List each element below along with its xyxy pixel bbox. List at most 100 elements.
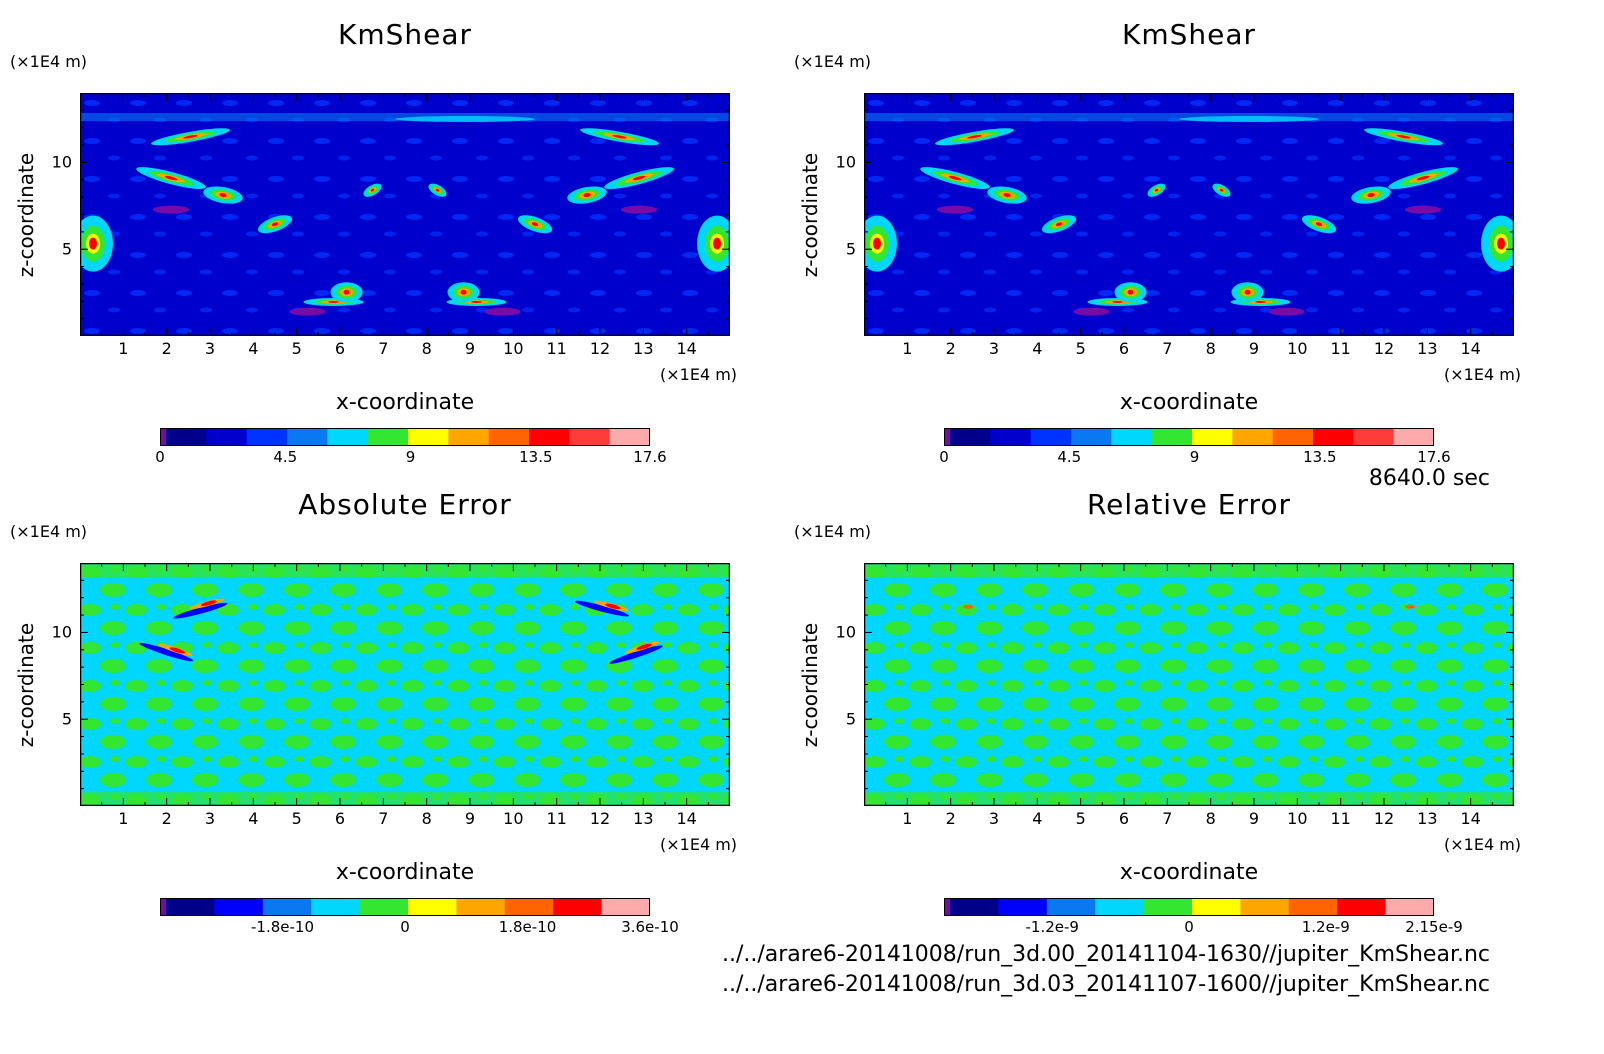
field-background bbox=[80, 563, 730, 806]
x-tick-label: 6 bbox=[334, 339, 346, 358]
shear-feature bbox=[517, 215, 553, 234]
x-tick-label: 3 bbox=[204, 809, 216, 828]
heatmap-plot bbox=[80, 563, 730, 806]
colorbar bbox=[160, 428, 650, 446]
colorbar-swatch bbox=[448, 428, 490, 446]
low-patch bbox=[289, 307, 326, 316]
time-label: 8640.0 sec bbox=[1368, 466, 1490, 491]
edge-plume bbox=[80, 215, 113, 272]
shear-feature bbox=[257, 215, 293, 234]
y-tick-label: 5 bbox=[845, 239, 856, 259]
shear-feature bbox=[920, 167, 990, 190]
colorbar-swatch bbox=[488, 428, 530, 446]
colorbar-tick-label: 4.5 bbox=[273, 448, 298, 466]
colorbar-swatch bbox=[408, 898, 457, 916]
x-tick-label: 8 bbox=[1205, 339, 1216, 358]
y-tick-label: 5 bbox=[61, 239, 72, 259]
shear-feature bbox=[1147, 183, 1166, 197]
x-tick-label: 13 bbox=[633, 339, 654, 358]
x-tick-label: 14 bbox=[1460, 339, 1481, 358]
shear-feature bbox=[987, 186, 1027, 204]
x-tick-label: 4 bbox=[1032, 809, 1043, 828]
colorbar-swatch bbox=[504, 898, 554, 916]
shear-feature bbox=[604, 167, 674, 190]
x-tick-label: 2 bbox=[945, 339, 956, 358]
error-spot bbox=[963, 604, 973, 609]
colorbar-swatch bbox=[990, 428, 1032, 446]
top-band bbox=[80, 113, 730, 121]
colorbar-tick-label: 9 bbox=[1189, 448, 1200, 466]
x-tick-label: 13 bbox=[1417, 339, 1438, 358]
x-tick-label: 8 bbox=[421, 339, 432, 358]
colorbar-tick-label: 1.2e-9 bbox=[1301, 918, 1350, 936]
colorbar-swatch bbox=[456, 898, 506, 916]
x-unit-label: (×1E4 m) bbox=[660, 365, 738, 384]
x-tick-label: 11 bbox=[1330, 809, 1351, 828]
z-unit-label: (×1E4 m) bbox=[10, 522, 88, 541]
low-patch bbox=[1268, 307, 1305, 316]
edge-plume bbox=[1481, 215, 1514, 272]
x-tick-label: 11 bbox=[546, 809, 567, 828]
x-axis-label: x-coordinate bbox=[1119, 390, 1259, 415]
y-tick-label: 10 bbox=[835, 622, 856, 642]
shear-feature bbox=[1388, 167, 1458, 190]
colorbar-frame bbox=[160, 898, 650, 916]
field-background bbox=[80, 93, 730, 336]
heatmap-plot bbox=[80, 93, 730, 336]
colorbar-tick-label: 9 bbox=[405, 448, 416, 466]
colorbar-tick-label: 0 bbox=[400, 918, 410, 936]
shear-feature bbox=[1364, 128, 1443, 146]
shear-feature bbox=[1231, 282, 1264, 303]
x-tick-label: 4 bbox=[248, 809, 259, 828]
x-tick-label: 12 bbox=[1373, 339, 1395, 358]
colorbar bbox=[944, 898, 1434, 916]
colorbar-tick-label: 3.6e-10 bbox=[621, 918, 679, 936]
x-tick-label: 12 bbox=[589, 339, 611, 358]
heatmap-plot bbox=[864, 93, 1514, 336]
colorbar-tick-label: 17.6 bbox=[633, 448, 667, 466]
z-unit-label: (×1E4 m) bbox=[10, 52, 88, 71]
x-tick-label: 1 bbox=[118, 809, 129, 828]
shear-feature bbox=[567, 186, 607, 204]
colorbar bbox=[944, 428, 1434, 446]
shear-feature bbox=[1212, 183, 1231, 197]
bottom-band bbox=[80, 792, 730, 806]
x-tick-label: 4 bbox=[248, 339, 259, 358]
x-unit-label: (×1E4 m) bbox=[1444, 365, 1522, 384]
file-path-2: ../../arare6-20141008/run_3d.03_20141107… bbox=[721, 972, 1490, 997]
shear-feature bbox=[428, 183, 447, 197]
colorbar-swatch bbox=[367, 428, 409, 446]
x-tick-label: 7 bbox=[1162, 339, 1173, 358]
x-tick-label: 4 bbox=[1032, 339, 1043, 358]
colorbar-swatch bbox=[1192, 898, 1241, 916]
y-tick-label: 10 bbox=[835, 152, 856, 172]
error-streak bbox=[574, 600, 629, 617]
low-patch bbox=[484, 307, 521, 316]
colorbar-swatch bbox=[1393, 428, 1434, 446]
colorbar-swatch bbox=[1071, 428, 1112, 446]
colorbar-tick-label: 0 bbox=[155, 448, 165, 466]
x-tick-label: 7 bbox=[378, 809, 389, 828]
x-tick-label: 9 bbox=[464, 339, 476, 358]
y-axis-label: z-coordinate bbox=[798, 152, 822, 278]
colorbar-swatch bbox=[1046, 898, 1096, 916]
x-tick-label: 9 bbox=[1248, 339, 1260, 358]
x-tick-label: 9 bbox=[1248, 809, 1260, 828]
file-path-1: ../../arare6-20141008/run_3d.00_20141104… bbox=[721, 942, 1490, 967]
top-band-highlight bbox=[1179, 116, 1319, 122]
colorbar-tick-label: 13.5 bbox=[1303, 448, 1337, 466]
y-tick-label: 10 bbox=[51, 152, 72, 172]
x-tick-label: 11 bbox=[546, 339, 567, 358]
shear-feature bbox=[1041, 215, 1077, 234]
chart-title: Relative Error bbox=[1086, 488, 1292, 521]
x-tick-label: 7 bbox=[378, 339, 389, 358]
x-tick-label: 3 bbox=[988, 809, 1000, 828]
z-unit-label: (×1E4 m) bbox=[794, 522, 872, 541]
colorbar-swatch bbox=[160, 898, 167, 916]
error-spot bbox=[1405, 604, 1415, 609]
colorbar-swatch bbox=[944, 428, 951, 446]
x-tick-label: 5 bbox=[1075, 339, 1086, 358]
y-axis-label: z-coordinate bbox=[798, 622, 822, 748]
x-tick-label: 7 bbox=[1162, 809, 1173, 828]
colorbar-swatch bbox=[206, 428, 248, 446]
